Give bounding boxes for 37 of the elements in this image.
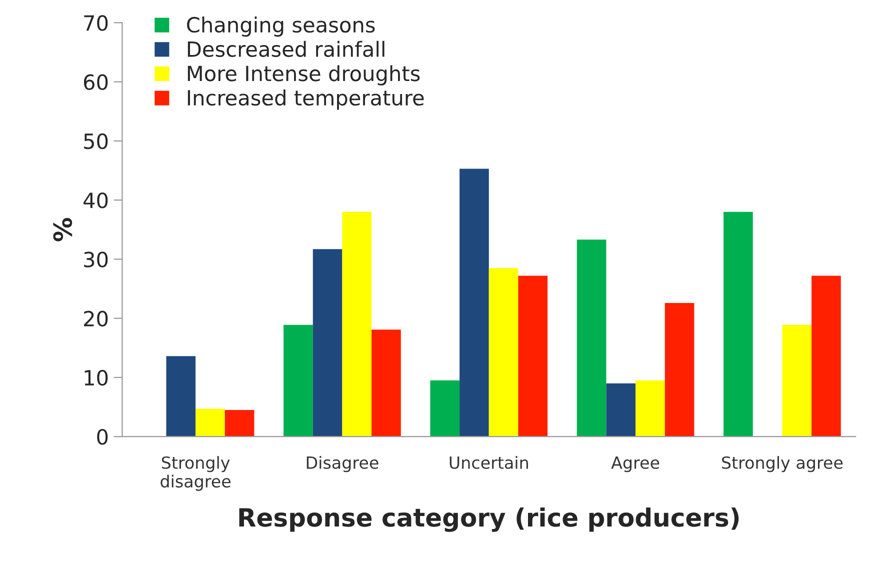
legend-label: Increased temperature bbox=[188, 90, 424, 110]
bar bbox=[224, 410, 254, 437]
legend-label: Descreased rainfall bbox=[188, 40, 384, 57]
bar bbox=[196, 408, 225, 437]
bar bbox=[724, 212, 753, 437]
y-tick-label: 40 bbox=[84, 192, 108, 208]
bar bbox=[488, 268, 518, 437]
bar bbox=[284, 324, 313, 437]
x-tick-label: Strongly agree bbox=[722, 456, 843, 472]
x-tick-label: Strongly disagree bbox=[160, 456, 230, 491]
x-tick-label: Agree bbox=[611, 456, 660, 472]
y-tick-label: 50 bbox=[84, 133, 108, 150]
x-tick-label: Uncertain bbox=[450, 456, 528, 469]
bar bbox=[518, 276, 548, 437]
bar bbox=[166, 356, 196, 437]
bar bbox=[460, 168, 489, 437]
legend-label: Changing seasons bbox=[187, 16, 375, 37]
bar bbox=[430, 380, 460, 437]
y-tick-label: 10 bbox=[84, 370, 108, 386]
y-tick-label: 0 bbox=[97, 429, 108, 445]
bar bbox=[664, 302, 694, 437]
bar bbox=[576, 240, 606, 437]
bar bbox=[342, 212, 372, 437]
y-tick-label: 60 bbox=[84, 74, 108, 90]
bar bbox=[372, 330, 401, 437]
bar bbox=[812, 276, 841, 437]
y-tick-label: 20 bbox=[84, 310, 108, 327]
bar bbox=[606, 383, 636, 437]
y-axis-title: % bbox=[53, 218, 72, 242]
x-tick-label: Disagree bbox=[306, 456, 378, 472]
legend-label: More Intense droughts bbox=[188, 65, 420, 86]
bar bbox=[782, 324, 812, 437]
bar bbox=[636, 380, 665, 437]
y-tick-label: 30 bbox=[84, 252, 108, 268]
y-tick-label: 70 bbox=[84, 15, 108, 31]
x-axis-title: Response category (rice producers) bbox=[239, 507, 739, 532]
bar bbox=[312, 249, 342, 437]
